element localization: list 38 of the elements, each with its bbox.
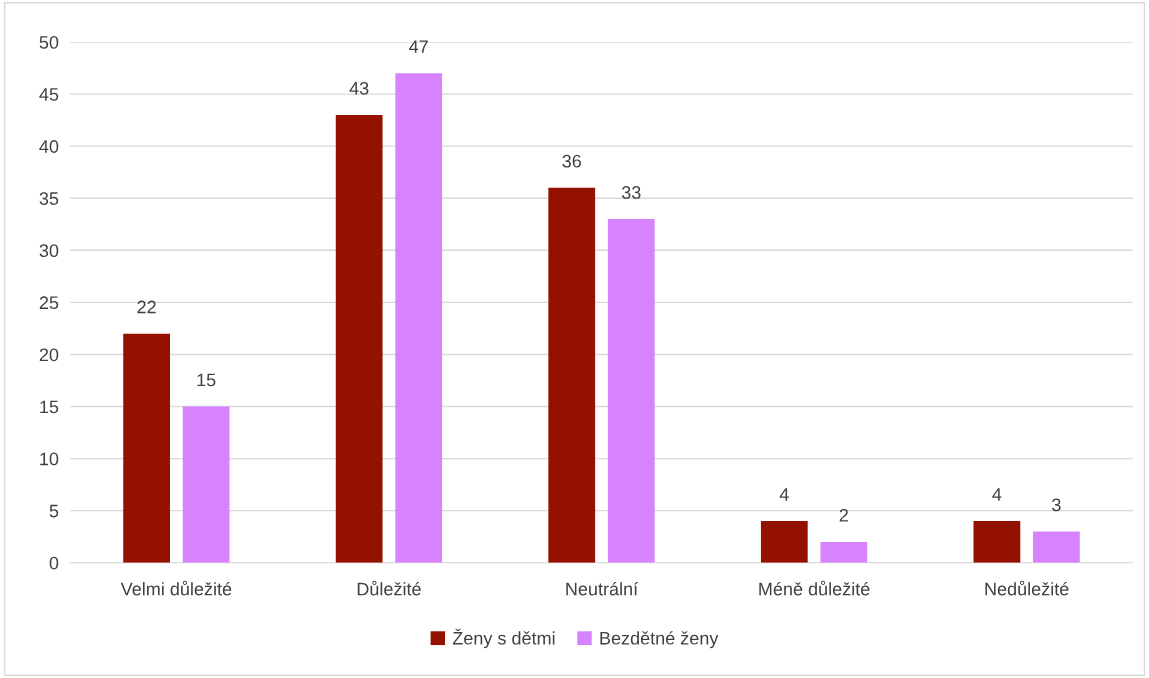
x-tick-label: Nedůležité (985, 580, 1069, 596)
y-tick-label: 40 (39, 140, 59, 153)
y-tick-label: 30 (39, 244, 59, 258)
y-tick-label: 45 (39, 88, 59, 101)
bar (182, 406, 230, 563)
bar (820, 541, 868, 563)
bar (1033, 531, 1080, 563)
bar (395, 73, 443, 563)
data-label: 4 (779, 488, 789, 501)
y-tick-label: 35 (39, 192, 59, 205)
bar (335, 114, 383, 563)
data-label: 33 (621, 186, 641, 199)
y-tick-label: 5 (49, 504, 59, 518)
data-label: 43 (349, 81, 369, 95)
data-label: 3 (1052, 498, 1061, 512)
data-label: 22 (137, 300, 156, 314)
bar (973, 521, 1021, 563)
data-label: 15 (197, 373, 216, 387)
x-tick-label: Důležité (357, 580, 421, 596)
data-label: 4 (992, 488, 1002, 501)
y-tick-label: 15 (40, 400, 59, 414)
data-label: 47 (409, 40, 428, 53)
data-label: 2 (839, 508, 848, 522)
y-tick-label: 50 (39, 35, 59, 49)
y-tick-label: 25 (39, 296, 59, 310)
bar (548, 187, 596, 563)
y-tick-label: 10 (40, 452, 59, 466)
y-tick-label: 0 (49, 556, 59, 570)
bar (123, 333, 170, 563)
legend-label: Ženy s dětmi (452, 628, 555, 649)
x-tick-label: Neutrální (566, 581, 639, 596)
data-label: 36 (562, 154, 581, 168)
x-tick-label: Méně důležité (759, 580, 870, 596)
bar (760, 521, 808, 563)
x-tick-label: Velmi důležité (120, 580, 232, 596)
y-tick-label: 20 (39, 348, 59, 362)
legend-label: Bezdětné ženy (600, 631, 719, 649)
bar (607, 219, 655, 563)
